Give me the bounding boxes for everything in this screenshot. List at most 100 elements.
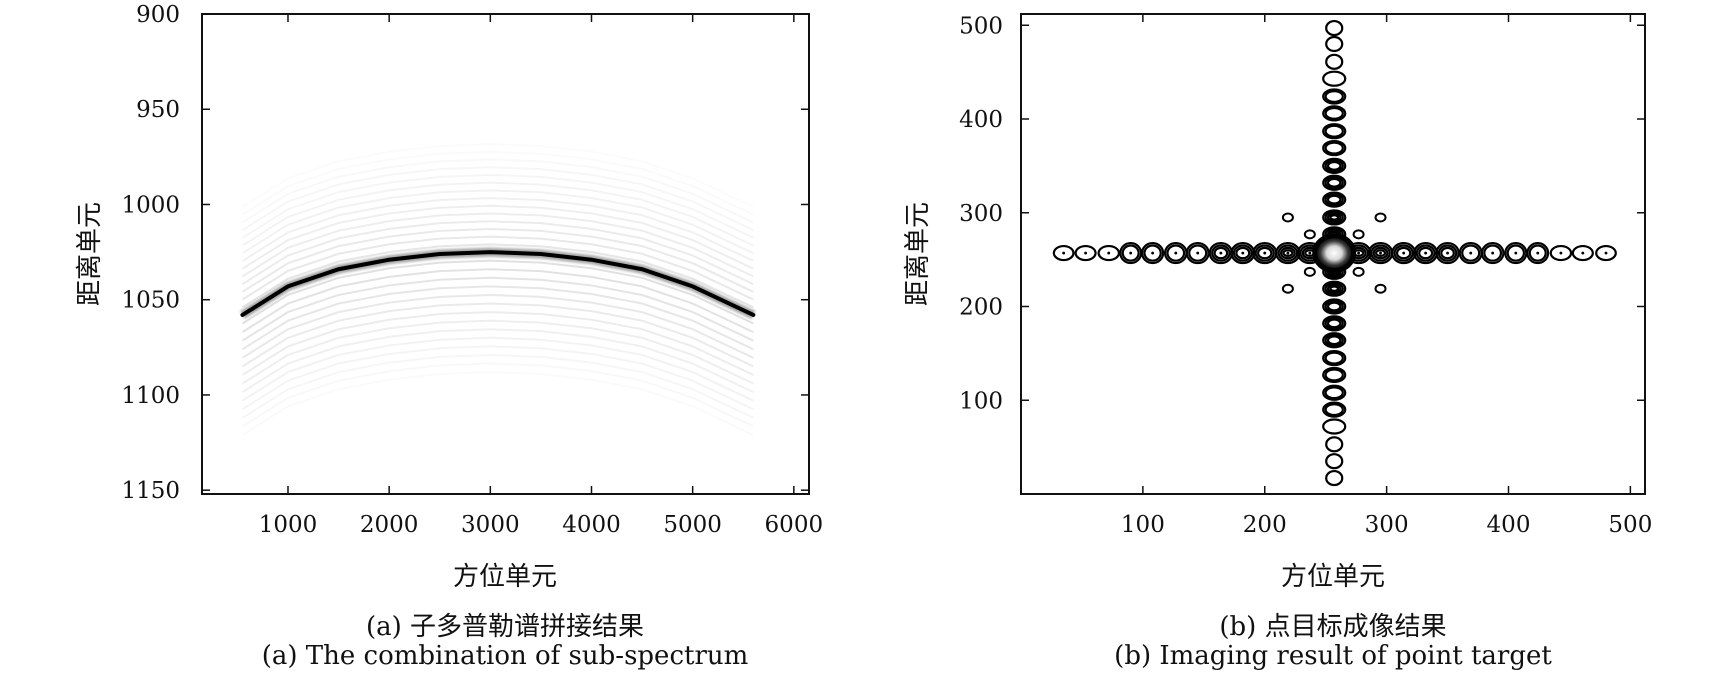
vertical-sidelobe (1325, 436, 1344, 453)
contour-ring (1322, 349, 1347, 367)
contour-peak (1308, 251, 1312, 255)
ripple-line (241, 189, 754, 255)
ripple-line (241, 235, 754, 301)
x-tick-label: 400 (1487, 512, 1531, 538)
horizontal-sidelobe (1391, 241, 1417, 265)
contour-ring (1324, 124, 1344, 138)
panel-a-caption-chinese: (a) 子多普勒谱拼接结果 (365, 612, 645, 642)
contour-ring (1322, 88, 1347, 105)
vertical-sidelobe (1325, 53, 1344, 70)
ripple-line (241, 227, 754, 293)
contour-ring (1141, 241, 1165, 265)
contour-peak (1469, 251, 1473, 255)
contour-ring (1526, 241, 1550, 265)
panel-a-plot-area (240, 173, 756, 435)
contour-ring (1282, 249, 1294, 257)
contour-peak (1084, 251, 1087, 255)
contour-peak (1559, 251, 1563, 255)
off-axis-sidelobe (1352, 266, 1365, 277)
y-tick-label: 500 (959, 13, 1003, 39)
panel-a-sub-spectrum-combination: 1000 2000 3000 4000 5000 6000 900 950 1000 1050 1… (75, 2, 823, 592)
contour-ring (1483, 244, 1503, 262)
contour-ring (1395, 246, 1412, 260)
horizontal-sidelobe (1549, 244, 1573, 262)
ripple-line (241, 212, 754, 278)
contour-ring (1322, 139, 1347, 157)
contour-ring (1322, 191, 1347, 208)
contour-ring (1528, 244, 1547, 262)
contour-ring (1326, 335, 1342, 346)
contour-ring (1324, 368, 1344, 382)
contour-ring (1211, 244, 1231, 262)
vertical-sidelobe (1322, 157, 1347, 174)
horizontal-sidelobe (1119, 241, 1143, 265)
y-tick-label: 100 (959, 388, 1003, 414)
contour-ring (1374, 283, 1387, 294)
contour-ring (1235, 246, 1251, 260)
contour-ring (1549, 244, 1573, 262)
ripple-line (241, 302, 754, 368)
off-axis-sidelobe (1374, 212, 1387, 223)
contour-ring (1281, 283, 1294, 294)
contour-ring (1325, 469, 1344, 487)
contour-ring (1322, 280, 1347, 297)
horizontal-sidelobe (1413, 241, 1438, 265)
contour-ring (1325, 436, 1344, 453)
vertical-sidelobe (1322, 384, 1347, 401)
contour-ring (1324, 333, 1344, 347)
contour-peak (1604, 251, 1608, 255)
ripple-line (241, 328, 754, 394)
horizontal-sidelobe (1074, 244, 1097, 262)
contour-ring (1324, 141, 1344, 155)
contour-ring (1325, 453, 1344, 470)
contour-peak (1357, 251, 1360, 255)
contour-ring (1322, 298, 1347, 315)
vertical-sidelobe (1322, 280, 1347, 297)
off-axis-sidelobe (1281, 212, 1294, 223)
y-tick-label: 200 (959, 295, 1003, 321)
contour-ring (1325, 53, 1344, 70)
vertical-sidelobe (1322, 418, 1347, 435)
contour-ring (1213, 246, 1229, 260)
ripple-line (241, 293, 754, 359)
ripple-line (241, 319, 754, 385)
panel-a-y-axis: 900 950 1000 1050 1100 1150 (121, 2, 809, 504)
contour-ring (1370, 244, 1391, 262)
vertical-sidelobe (1325, 35, 1344, 53)
contour-ring (1324, 159, 1344, 173)
contour-ring (1121, 244, 1140, 262)
off-axis-sidelobe (1303, 266, 1316, 277)
contour-ring (1324, 193, 1344, 207)
contour-ring (1326, 283, 1342, 294)
contour-ring (1322, 401, 1347, 418)
vertical-sidelobe (1325, 453, 1344, 470)
panel-b-y-axis: 100 200 300 400 500 (959, 13, 1645, 414)
vertical-sidelobe (1322, 105, 1347, 122)
ripple-line (242, 372, 753, 435)
panel-b-plot-area (1052, 19, 1617, 487)
contour-ring (1322, 70, 1347, 87)
contour-ring (1322, 366, 1347, 384)
contour-ring (1326, 177, 1342, 188)
vertical-sidelobe (1322, 401, 1347, 418)
contour-ring (1506, 244, 1526, 262)
contour-ring (1279, 246, 1296, 260)
x-tick-label: 300 (1365, 512, 1409, 538)
horizontal-sidelobe (1435, 241, 1460, 265)
ripple-line (241, 197, 754, 262)
panel-b-caption-chinese: (b) 点目标成像结果 (1219, 612, 1447, 642)
contour-peak (1536, 251, 1540, 255)
horizontal-sidelobe (1163, 241, 1188, 265)
ripple-line (241, 311, 754, 376)
contour-ring (1324, 106, 1344, 120)
panel-b-point-target-imaging: 100 200 300 400 500 100 200 300 400 500 方位单元 距离单… (903, 13, 1652, 592)
x-tick-label: 3000 (461, 512, 520, 538)
horizontal-sidelobe (1504, 241, 1528, 265)
contour-peak (1263, 251, 1267, 255)
horizontal-sidelobe (1097, 244, 1120, 262)
contour-ring (1326, 194, 1342, 205)
y-tick-label: 1000 (121, 192, 180, 218)
panel-b-caption-english: (b) Imaging result of point target (1114, 641, 1552, 671)
x-tick-label: 5000 (663, 512, 722, 538)
